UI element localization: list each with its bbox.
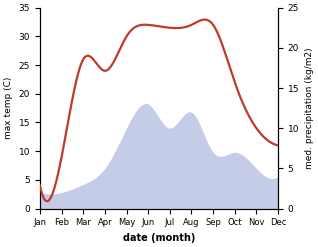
X-axis label: date (month): date (month) xyxy=(123,233,195,243)
Y-axis label: med. precipitation (kg/m2): med. precipitation (kg/m2) xyxy=(305,47,314,169)
Y-axis label: max temp (C): max temp (C) xyxy=(4,77,13,139)
